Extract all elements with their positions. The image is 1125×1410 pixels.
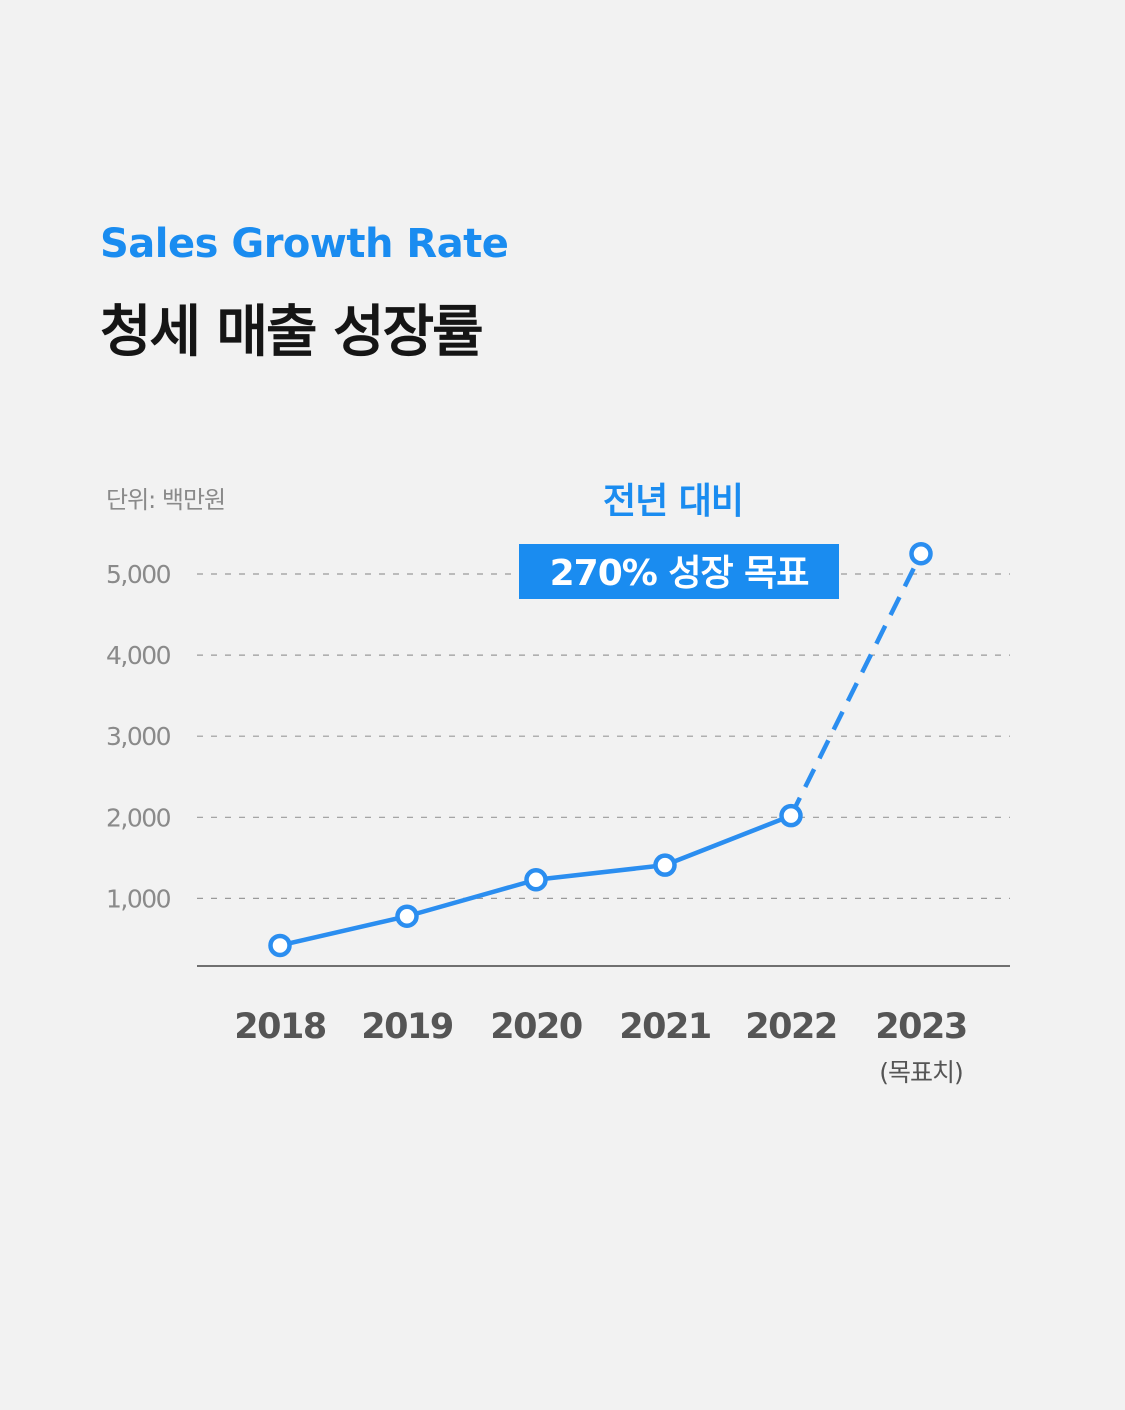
- x-tick-label: 2020: [490, 1007, 582, 1047]
- series-line-target: [788, 552, 924, 817]
- annotation-badge: [519, 544, 839, 599]
- annotation-line1: 전년 대비: [603, 481, 743, 522]
- x-tick-label: 2018: [234, 1007, 326, 1047]
- y-tick-label: 3,000: [106, 722, 171, 751]
- chart-subtitle: Sales Growth Rate: [100, 221, 509, 267]
- x-tick-label: 2021: [619, 1007, 710, 1047]
- data-point-2019: [395, 904, 419, 928]
- y-tick-label: 4,000: [106, 641, 171, 670]
- unit-label: 단위: 백만원: [106, 486, 225, 514]
- data-point-2022: [779, 803, 803, 828]
- x-tick-note: (목표치): [879, 1058, 963, 1087]
- y-tick-label: 5,000: [106, 560, 171, 589]
- x-tick-label: 2022: [745, 1007, 836, 1047]
- y-tick-label: 2,000: [106, 803, 171, 832]
- x-tick-label: 2023: [875, 1007, 966, 1047]
- x-tick-label: 2019: [361, 1007, 453, 1047]
- y-tick-label: 1,000: [106, 884, 171, 913]
- data-point-2021: [653, 853, 677, 877]
- data-point-2023: [909, 541, 933, 566]
- chart-title: 청세 매출 성장률: [100, 300, 484, 365]
- data-point-2020: [524, 867, 548, 892]
- data-point-2018: [268, 933, 292, 958]
- annotation-line2: 270% 성장 목표: [550, 553, 809, 594]
